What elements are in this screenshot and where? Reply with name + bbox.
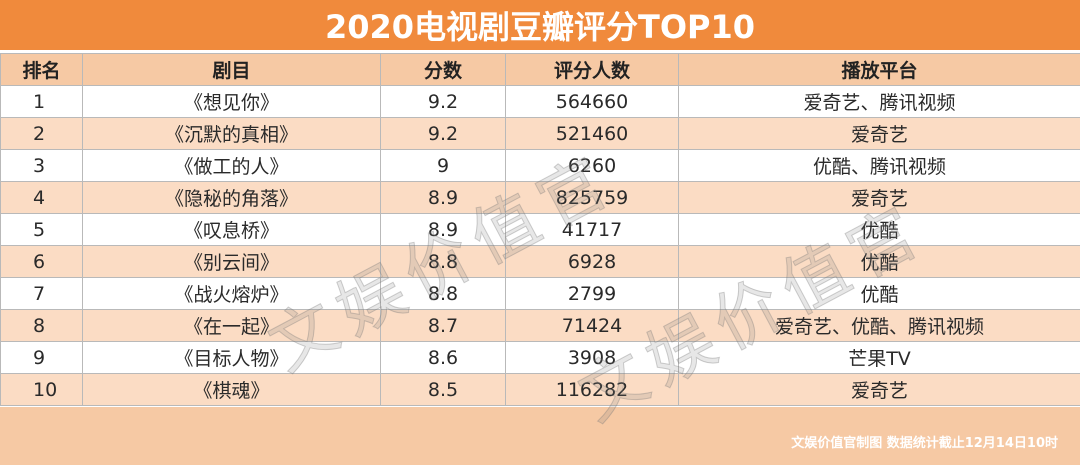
table-header-row: 排名 剧目 分数 评分人数 播放平台 — [0, 53, 1080, 86]
score-cell: 8.8 — [380, 245, 506, 278]
title-cell: 《战火熔炉》 — [82, 277, 381, 310]
score-cell: 8.9 — [380, 213, 506, 246]
table-row: 10 《棋魂》 8.5 116282 爱奇艺 — [0, 373, 1080, 406]
count-cell: 116282 — [505, 373, 679, 406]
platform-cell: 芒果TV — [678, 341, 1080, 374]
table-row: 4 《隐秘的角落》 8.9 825759 爱奇艺 — [0, 181, 1080, 214]
rank-cell: 7 — [0, 277, 83, 310]
table-row: 9 《目标人物》 8.6 3908 芒果TV — [0, 341, 1080, 374]
count-cell: 6260 — [505, 149, 679, 182]
platform-cell: 爱奇艺 — [678, 117, 1080, 150]
count-cell: 3908 — [505, 341, 679, 374]
count-cell: 825759 — [505, 181, 679, 214]
score-cell: 9.2 — [380, 85, 506, 118]
title-cell: 《想见你》 — [82, 85, 381, 118]
count-cell: 41717 — [505, 213, 679, 246]
title-cell: 《棋魂》 — [82, 373, 381, 406]
rank-cell: 8 — [0, 309, 83, 342]
count-cell: 521460 — [505, 117, 679, 150]
footer-bar: 文娱价值官制图 数据统计截止12月14日10时 — [0, 407, 1080, 465]
title-cell: 《目标人物》 — [82, 341, 381, 374]
rank-cell: 6 — [0, 245, 83, 278]
column-header-score: 分数 — [380, 53, 506, 86]
platform-cell: 爱奇艺 — [678, 181, 1080, 214]
rank-cell: 9 — [0, 341, 83, 374]
title-cell: 《做工的人》 — [82, 149, 381, 182]
rank-cell: 1 — [0, 85, 83, 118]
count-cell: 2799 — [505, 277, 679, 310]
platform-cell: 优酷、腾讯视频 — [678, 149, 1080, 182]
table-row: 7 《战火熔炉》 8.8 2799 优酷 — [0, 277, 1080, 310]
table-row: 5 《叹息桥》 8.9 41717 优酷 — [0, 213, 1080, 246]
table-row: 3 《做工的人》 9 6260 优酷、腾讯视频 — [0, 149, 1080, 182]
count-cell: 6928 — [505, 245, 679, 278]
title-cell: 《别云间》 — [82, 245, 381, 278]
table-row: 1 《想见你》 9.2 564660 爱奇艺、腾讯视频 — [0, 85, 1080, 118]
ranking-table: 排名 剧目 分数 评分人数 播放平台 1 《想见你》 9.2 564660 爱奇… — [0, 53, 1080, 406]
score-cell: 8.8 — [380, 277, 506, 310]
rank-cell: 10 — [0, 373, 83, 406]
table-row: 2 《沉默的真相》 9.2 521460 爱奇艺 — [0, 117, 1080, 150]
score-cell: 8.7 — [380, 309, 506, 342]
count-cell: 564660 — [505, 85, 679, 118]
column-header-title: 剧目 — [82, 53, 381, 86]
footer-credit: 文娱价值官制图 数据统计截止12月14日10时 — [791, 436, 1058, 451]
platform-cell: 优酷 — [678, 245, 1080, 278]
title-cell: 《沉默的真相》 — [82, 117, 381, 150]
page-title: 2020电视剧豆瓣评分TOP10 — [324, 8, 756, 46]
score-cell: 9.2 — [380, 117, 506, 150]
count-cell: 71424 — [505, 309, 679, 342]
rank-cell: 4 — [0, 181, 83, 214]
title-cell: 《在一起》 — [82, 309, 381, 342]
title-banner: 2020电视剧豆瓣评分TOP10 — [0, 0, 1080, 50]
column-header-count: 评分人数 — [505, 53, 679, 86]
column-header-rank: 排名 — [0, 53, 83, 86]
rank-cell: 3 — [0, 149, 83, 182]
score-cell: 9 — [380, 149, 506, 182]
score-cell: 8.9 — [380, 181, 506, 214]
platform-cell: 优酷 — [678, 213, 1080, 246]
platform-cell: 优酷 — [678, 277, 1080, 310]
table-row: 8 《在一起》 8.7 71424 爱奇艺、优酷、腾讯视频 — [0, 309, 1080, 342]
title-cell: 《隐秘的角落》 — [82, 181, 381, 214]
column-header-platform: 播放平台 — [678, 53, 1080, 86]
table-row: 6 《别云间》 8.8 6928 优酷 — [0, 245, 1080, 278]
platform-cell: 爱奇艺 — [678, 373, 1080, 406]
platform-cell: 爱奇艺、腾讯视频 — [678, 85, 1080, 118]
rank-cell: 2 — [0, 117, 83, 150]
title-cell: 《叹息桥》 — [82, 213, 381, 246]
score-cell: 8.6 — [380, 341, 506, 374]
score-cell: 8.5 — [380, 373, 506, 406]
rank-cell: 5 — [0, 213, 83, 246]
platform-cell: 爱奇艺、优酷、腾讯视频 — [678, 309, 1080, 342]
